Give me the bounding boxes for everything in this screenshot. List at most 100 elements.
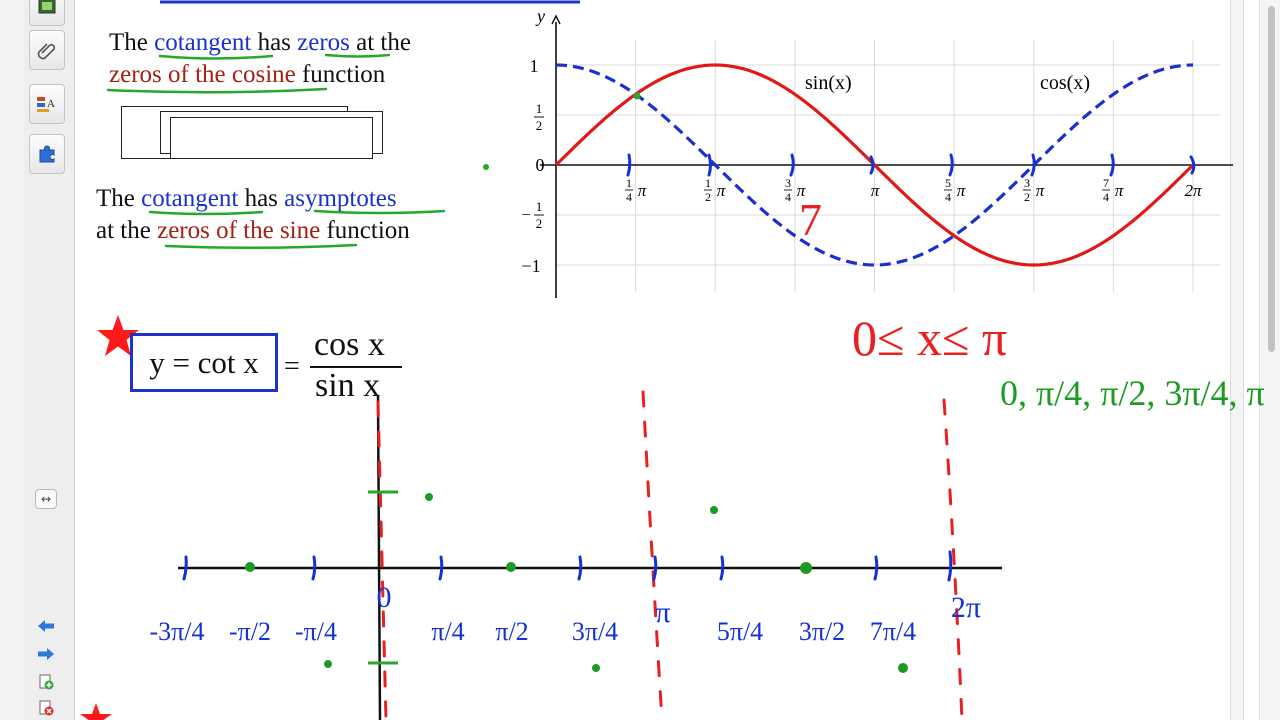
y-tick-half-num: 1	[536, 101, 543, 116]
x-tick-pi: π	[638, 181, 647, 200]
note-line-3: The cotangent has asymptotes	[96, 183, 397, 215]
gallery-icon	[38, 0, 56, 14]
add-page-button[interactable]	[34, 673, 58, 691]
y-tick-0: 0	[536, 155, 545, 175]
note-text: The	[96, 185, 142, 212]
x-tick-quarter-pi: 1 4 π	[625, 176, 647, 204]
sketch-label: 2π	[951, 591, 981, 624]
delete-page-icon	[39, 700, 54, 716]
formula-lhs: y = cot x	[149, 344, 259, 380]
add-page-icon	[39, 674, 54, 690]
note-text: has	[238, 185, 285, 212]
x-tick-three-half-pi: 3 2 π	[1023, 176, 1045, 204]
ink-domain-note: 0≤ x≤ π	[852, 310, 1007, 366]
x-tick-pi: π	[957, 181, 966, 200]
note-text: function	[295, 61, 386, 88]
x-tick-half-pi: 1 2 π	[704, 176, 726, 204]
x-tick-num: 1	[705, 176, 711, 190]
y-tick-neg-sign: −	[521, 207, 530, 224]
x-tick-pi: π	[871, 181, 880, 200]
sin-cos-graph: y 1 1 2 0 − 1 2 −1 1 4 π 1 2 π 3 4 π π 5…	[521, 6, 1233, 298]
sketch-label: π	[655, 596, 670, 629]
x-tick-den: 4	[1103, 190, 1109, 204]
y-tick-neghalf-num: 1	[536, 199, 543, 214]
note-text: at the	[96, 217, 158, 244]
zeros-of-sine-phrase: zeros of the sine	[157, 217, 321, 244]
x-tick-den: 2	[1024, 190, 1030, 204]
puzzle-icon	[39, 145, 55, 163]
sketch-label-zero: 0	[377, 581, 392, 614]
note-text: has	[251, 29, 291, 56]
addons-button[interactable]	[29, 134, 65, 174]
sidebar-toolbar: A ↔	[24, 0, 75, 720]
note-line-2: zeros of the cosine function	[109, 59, 385, 91]
x-tick-three-quarter-pi: 3 4 π	[784, 176, 806, 204]
asymptotes-word: asymptotes	[284, 185, 397, 212]
sketch-label: 3π/4	[572, 617, 618, 646]
properties-button[interactable]: A	[29, 84, 65, 124]
expand-toolbar-button[interactable]: ↔	[35, 489, 57, 509]
x-tick-num: 5	[945, 176, 951, 190]
formula-denominator: sin x	[315, 367, 381, 404]
svg-text:A: A	[47, 98, 55, 110]
next-page-button[interactable]	[34, 645, 58, 663]
y-axis-arrow	[551, 14, 561, 25]
delete-page-button[interactable]	[34, 699, 58, 717]
gallery-button[interactable]	[29, 0, 65, 26]
sketch-tick-marks	[182, 550, 953, 582]
sin-label: sin(x)	[805, 72, 852, 94]
note-text: at the	[349, 29, 411, 56]
zeros-word: zeros	[290, 29, 350, 56]
attachments-button[interactable]	[29, 30, 65, 70]
ink-dot	[633, 92, 641, 100]
page-edge	[1230, 0, 1244, 720]
note-text: The	[109, 29, 155, 56]
x-tick-num: 7	[1103, 176, 1109, 190]
star-icon	[97, 315, 139, 356]
sketch-label: -3π/4	[149, 617, 204, 646]
zeros-of-cosine-phrase: zeros of the cosine	[109, 61, 296, 88]
previous-page-button[interactable]	[34, 617, 58, 635]
x-tick-two-pi: 2π	[1184, 181, 1202, 200]
arrow-right-icon	[38, 648, 54, 660]
vertical-scrollbar[interactable]	[1259, 0, 1280, 720]
ink-points-note: 0, π/4, π/2, 3π/4, π	[1000, 373, 1265, 413]
properties-icon: A	[37, 97, 55, 112]
x-tick-pi: π	[797, 181, 806, 200]
sketch-axis-labels: -3π/4 -π/2 -π/4 0 π/4 π/2 3π/4 π 5π/4 3π…	[149, 581, 981, 646]
y-tick-1: 1	[530, 56, 539, 76]
x-tick-five-quarter-pi: 5 4 π	[944, 176, 966, 204]
sketch-label: 5π/4	[717, 617, 763, 646]
note-line-4: at the zeros of the sine function	[96, 215, 410, 247]
sketch-y-axis	[376, 395, 382, 720]
formula-box: y = cot x	[130, 333, 278, 392]
x-tick-den: 4	[945, 190, 951, 204]
sketch-label: 7π/4	[870, 617, 916, 646]
fraction-bar	[310, 366, 402, 368]
x-tick-seven-quarter-pi: 7 4 π	[1102, 176, 1124, 204]
ink-annotation-7: 7	[799, 194, 822, 245]
formula-numerator: cos x	[314, 326, 385, 363]
sketch-label: -π/4	[295, 617, 337, 646]
y-tick-half-den: 2	[536, 118, 543, 133]
star-icon	[80, 703, 112, 720]
y-tick-neghalf-den: 2	[536, 216, 543, 231]
note-text: function	[320, 217, 410, 244]
x-tick-num: 3	[1024, 176, 1030, 190]
x-tick-den: 4	[626, 190, 632, 204]
ink-tick-marks	[626, 153, 1196, 177]
x-tick-den: 4	[785, 190, 791, 204]
cos-label: cos(x)	[1040, 72, 1090, 94]
x-tick-pi: π	[717, 181, 726, 200]
x-tick-num: 3	[785, 176, 791, 190]
cotangent-word: cotangent	[154, 29, 252, 56]
title-underline	[160, 0, 580, 4]
blank-box-front[interactable]	[170, 117, 373, 159]
y-axis-label: y	[535, 6, 545, 26]
scrollbar-thumb[interactable]	[1268, 6, 1275, 352]
x-tick-pi: π	[1115, 181, 1124, 200]
x-tick-den: 2	[705, 190, 711, 204]
sketch-label: 3π/2	[799, 617, 845, 646]
